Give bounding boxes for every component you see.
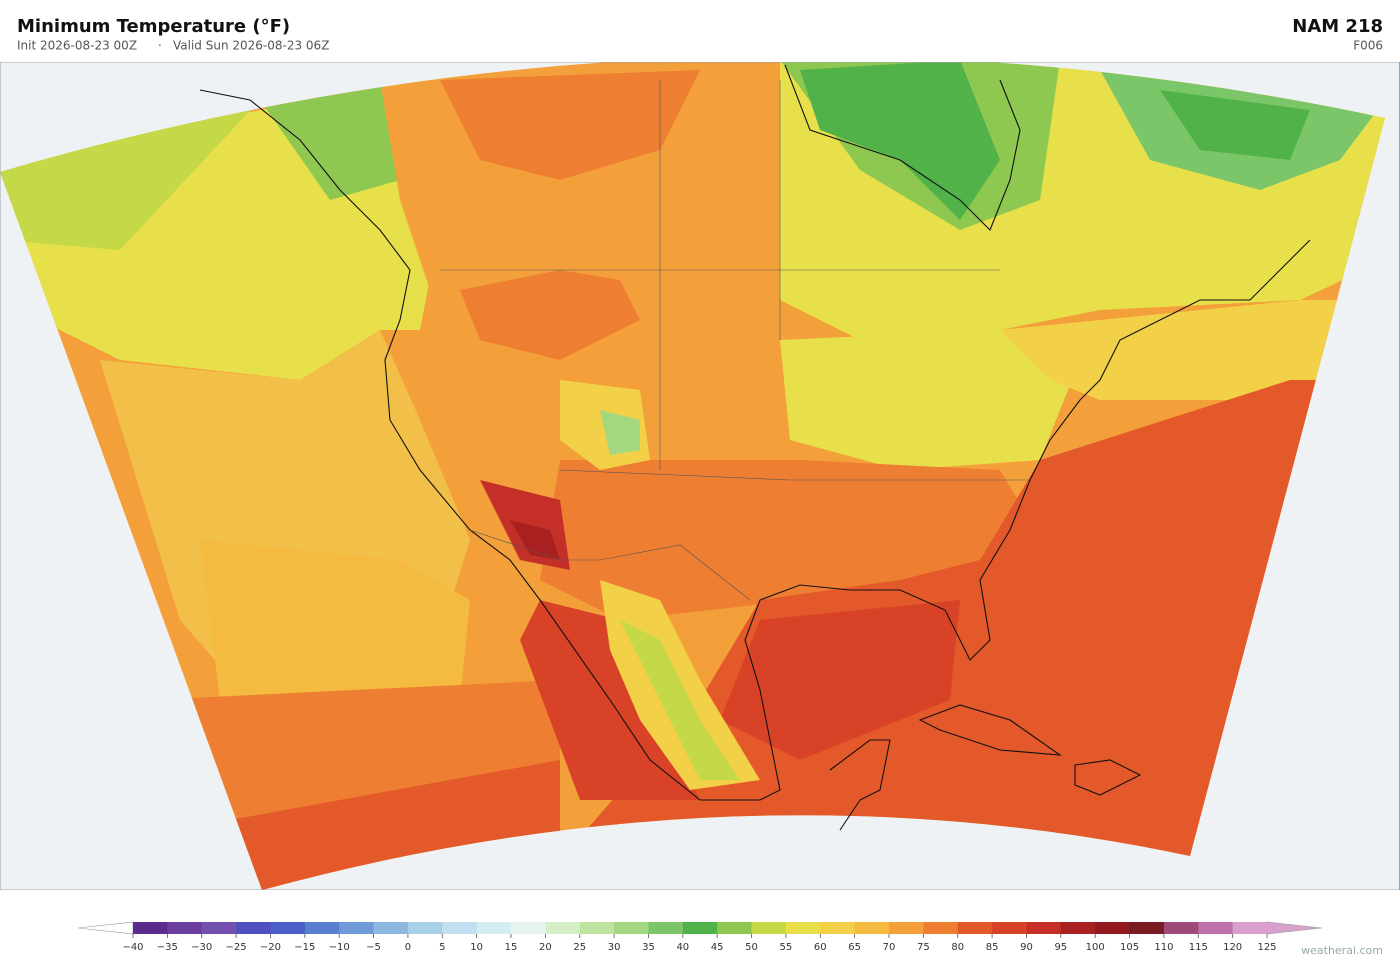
- colorbar-tick-label: −10: [329, 942, 350, 953]
- colorbar-tick-label: 15: [505, 942, 518, 953]
- colorbar-segment: [1232, 922, 1268, 934]
- colorbar-segment: [889, 922, 924, 934]
- separator: ·: [158, 39, 162, 53]
- colorbar-segment: [957, 922, 993, 934]
- colorbar: −40 −35 −30 −25 −20 −15 −10 −5 0 5 10 15 20 25 30 35 40 4…: [77, 921, 1323, 953]
- colorbar-tick-label: 115: [1189, 942, 1208, 953]
- colorbar-segment: [1163, 922, 1199, 934]
- colorbar-segment: [992, 922, 1027, 934]
- colorbar-tick-label: 120: [1223, 942, 1242, 953]
- colorbar-tick-label: 90: [1020, 942, 1033, 953]
- colorbar-tick-label: 110: [1154, 942, 1173, 953]
- colorbar-tick-label: 50: [745, 942, 758, 953]
- forecast-hour: F006: [1353, 39, 1383, 53]
- colorbar-segment: [167, 922, 203, 934]
- colorbar-segment: [1129, 922, 1165, 934]
- colorbar-tick-label: −30: [191, 942, 212, 953]
- watermark: weatherai.com: [1301, 944, 1383, 957]
- colorbar-segment: [1060, 922, 1096, 934]
- colorbar-tick-label: 100: [1086, 942, 1105, 953]
- colorbar-segment: [201, 922, 237, 934]
- colorbar-tick-label: 55: [780, 942, 793, 953]
- colorbar-segment: [133, 922, 168, 934]
- colorbar-tick-label: −15: [294, 942, 315, 953]
- colorbar-segment: [407, 922, 443, 934]
- colorbar-tick-label: 0: [405, 942, 411, 953]
- colorbar-segment: [751, 922, 787, 934]
- colorbar-segment: [442, 922, 478, 934]
- colorbar-segment: [545, 922, 581, 934]
- colorbar-tick-label: −25: [226, 942, 247, 953]
- colorbar-segment: [476, 922, 512, 934]
- colorbar-tick-label: −40: [122, 942, 143, 953]
- init-time: Init 2026-08-23 00Z: [17, 39, 137, 53]
- colorbar-segment: [339, 922, 375, 934]
- colorbar-segment: [820, 922, 856, 934]
- colorbar-segment: [236, 922, 271, 934]
- colorbar-segment: [1095, 922, 1131, 934]
- colorbar-tick-label: 30: [608, 942, 621, 953]
- colorbar-segment: [648, 922, 684, 934]
- colorbar-tick-label: 95: [1054, 942, 1067, 953]
- colorbar-tick-label: 40: [676, 942, 689, 953]
- colorbar-tick-label: 65: [848, 942, 861, 953]
- colorbar-tick-label: 35: [642, 942, 655, 953]
- colorbar-tick-label: 45: [711, 942, 724, 953]
- colorbar-segment: [579, 922, 615, 934]
- colorbar-tick-label: 20: [539, 942, 552, 953]
- colorbar-tick-label: −5: [366, 942, 381, 953]
- colorbar-tick-label: 80: [951, 942, 964, 953]
- colorbar-tick-label: 10: [470, 942, 483, 953]
- colorbar-segment: [511, 922, 546, 934]
- colorbar-over: [1266, 921, 1323, 935]
- colorbar-segment: [854, 922, 890, 934]
- map: [0, 62, 1400, 890]
- colorbar-segment: [1198, 922, 1234, 934]
- valid-time: Valid Sun 2026-08-23 06Z: [173, 39, 329, 53]
- colorbar-segment: [923, 922, 959, 934]
- colorbar-tick-label: 70: [883, 942, 896, 953]
- colorbar-tick-label: −20: [260, 942, 281, 953]
- colorbar-tick-label: 25: [573, 942, 586, 953]
- colorbar-segment: [1026, 922, 1062, 934]
- colorbar-segment: [304, 922, 340, 934]
- colorbar-segment: [614, 922, 649, 934]
- model-name: NAM 218: [1292, 16, 1383, 37]
- colorbar-segment: [717, 922, 753, 934]
- colorbar-tick-label: 60: [814, 942, 827, 953]
- colorbar-under: [77, 921, 134, 935]
- colorbar-tick-label: 75: [917, 942, 930, 953]
- colorbar-segment: [682, 922, 718, 934]
- colorbar-segment: [270, 922, 306, 934]
- colorbar-tick-label: 125: [1257, 942, 1276, 953]
- colorbar-tick-label: 85: [986, 942, 999, 953]
- colorbar-segment: [373, 922, 409, 934]
- colorbar-tick-label: 5: [439, 942, 445, 953]
- title: Minimum Temperature (°F): [17, 16, 290, 37]
- colorbar-tick-label: −35: [157, 942, 178, 953]
- colorbar-tick-label: 105: [1120, 942, 1139, 953]
- colorbar-segment: [785, 922, 821, 934]
